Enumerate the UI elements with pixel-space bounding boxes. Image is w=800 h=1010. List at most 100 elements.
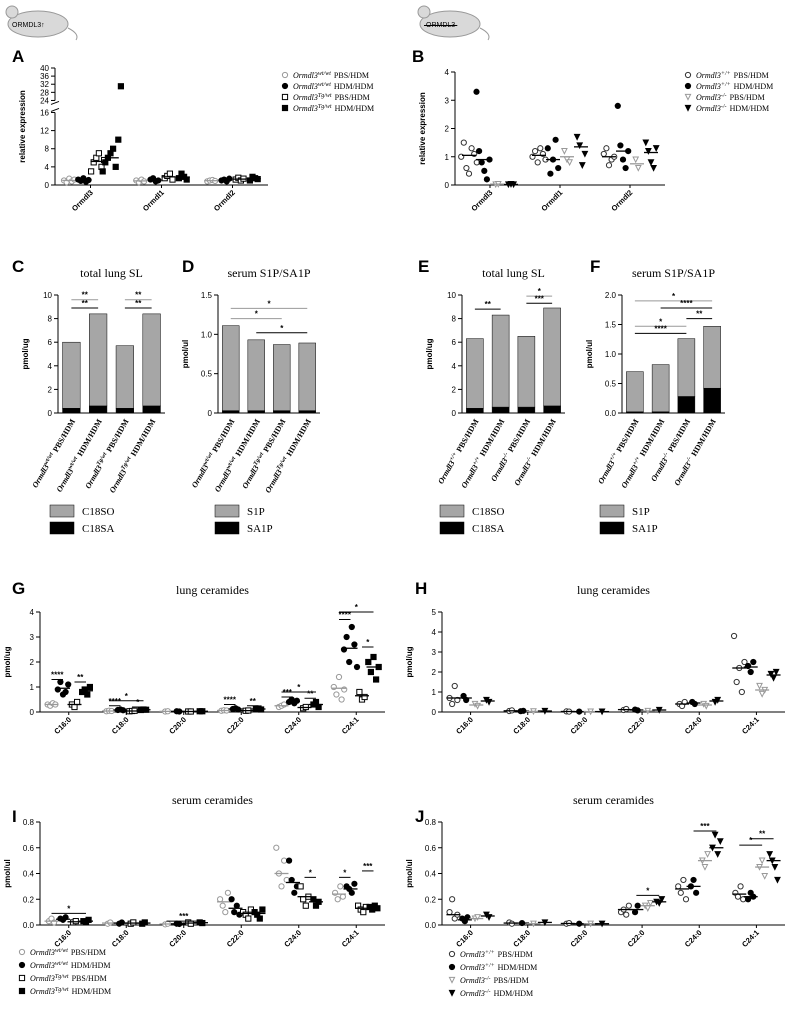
point <box>84 691 91 698</box>
condition: HDM/HDM <box>478 417 507 458</box>
gene-name: Ormdl3 <box>108 468 128 494</box>
significance-label: **** <box>224 696 237 705</box>
point <box>291 889 298 896</box>
point <box>99 168 106 175</box>
point <box>74 698 81 706</box>
panel-letter: H <box>415 579 427 598</box>
point <box>297 883 304 890</box>
legend-label: S1P <box>247 506 265 518</box>
chart-title: serum ceramides <box>172 793 253 807</box>
genotype: +/+ <box>449 451 459 462</box>
point <box>346 658 353 666</box>
genotype: -/- <box>485 976 491 982</box>
gene-name: Ormdl3 <box>460 963 485 972</box>
bar-segment <box>491 314 510 408</box>
chart-title: serum S1P/SA1P <box>227 266 310 280</box>
genotype: +/+ <box>485 963 495 969</box>
y-tick-label: 1 <box>432 688 437 697</box>
y-tick-label: 10 <box>43 291 52 300</box>
x-tick-label: C24:1 <box>340 928 361 949</box>
point <box>622 164 629 172</box>
point <box>772 668 780 676</box>
y-tick-label: 6 <box>452 338 457 347</box>
point <box>761 872 769 880</box>
y-tick-label: 32 <box>40 80 49 89</box>
point <box>716 838 724 846</box>
gene-name: Ormdl3 <box>190 463 210 489</box>
y-tick-label: 2 <box>452 385 457 394</box>
y-tick-label: 0 <box>48 409 53 418</box>
point <box>652 145 660 152</box>
y-axis-label: relative expression <box>418 92 427 165</box>
y-axis-label: pmol/ul <box>181 340 190 368</box>
mouse-icon: ORMDL3↑ <box>5 5 78 41</box>
chart-title: lung ceramides <box>577 583 650 597</box>
y-tick-label: 2.0 <box>605 291 617 300</box>
legend-marker <box>448 950 456 958</box>
y-axis-label: pmol/ul <box>585 340 594 368</box>
point <box>650 164 658 172</box>
bar-segment <box>703 326 721 389</box>
condition: PBS/HDM <box>261 417 287 453</box>
point <box>463 164 470 172</box>
gene-name: Ormdl3 <box>489 457 509 483</box>
y-tick-label: 1.5 <box>605 321 617 330</box>
y-tick-label: 0.6 <box>23 844 35 853</box>
point <box>310 896 317 903</box>
point <box>353 663 361 671</box>
y-tick-label: 0.0 <box>605 409 617 418</box>
point <box>333 691 340 698</box>
point <box>534 159 541 166</box>
y-tick-label: 4 <box>452 362 457 371</box>
point <box>315 703 322 711</box>
point <box>647 159 655 167</box>
y-tick-label: 0 <box>45 181 50 190</box>
condition: HDM/HDM <box>334 82 374 91</box>
point <box>614 102 621 110</box>
point <box>734 893 742 900</box>
x-tick-label: C24:1 <box>740 715 761 736</box>
point <box>449 896 456 903</box>
x-tick-label: Ormdl2 <box>212 188 237 213</box>
legend-marker <box>281 82 289 90</box>
genotype: -/- <box>485 989 491 995</box>
gene-name: Ormdl3 <box>672 461 692 487</box>
genotype: -/- <box>721 104 727 110</box>
genotype: Tg/wt <box>120 456 132 471</box>
point <box>619 156 627 163</box>
y-tick-label: 0.2 <box>23 895 35 904</box>
point <box>373 676 380 683</box>
panel-letter: A <box>12 47 24 66</box>
y-tick-label: 1 <box>445 153 450 162</box>
point <box>300 896 307 903</box>
condition: HDM/HDM <box>234 417 263 458</box>
gene-name: Ormdl3 <box>240 464 260 490</box>
point <box>741 658 748 666</box>
legend-marker <box>448 989 456 997</box>
bar-segment <box>142 313 161 407</box>
y-tick-label: 6 <box>48 338 53 347</box>
point <box>474 702 482 710</box>
legend-marker <box>684 104 692 112</box>
legend-marker <box>684 82 692 90</box>
gene-name: Ormdl3 <box>293 93 318 102</box>
significance-label: ** <box>135 291 142 300</box>
mouse-ear <box>417 5 431 19</box>
y-tick-label: 4 <box>445 68 450 77</box>
point <box>293 697 300 704</box>
significance-label: * <box>125 692 129 701</box>
x-tick-label: C24:0 <box>282 715 303 736</box>
significance-label: ** <box>82 299 89 308</box>
point <box>693 889 700 896</box>
condition: HDM/HDM <box>75 417 104 458</box>
y-tick-label: 2 <box>30 658 35 667</box>
x-tick-label: C22:0 <box>626 928 647 949</box>
genotype: +/+ <box>721 82 731 88</box>
significance-label: *** <box>700 822 710 831</box>
y-tick-label: 0.4 <box>23 870 35 879</box>
point <box>360 909 367 916</box>
x-tick-label: C16:0 <box>454 928 475 949</box>
legend-marker <box>684 93 692 101</box>
